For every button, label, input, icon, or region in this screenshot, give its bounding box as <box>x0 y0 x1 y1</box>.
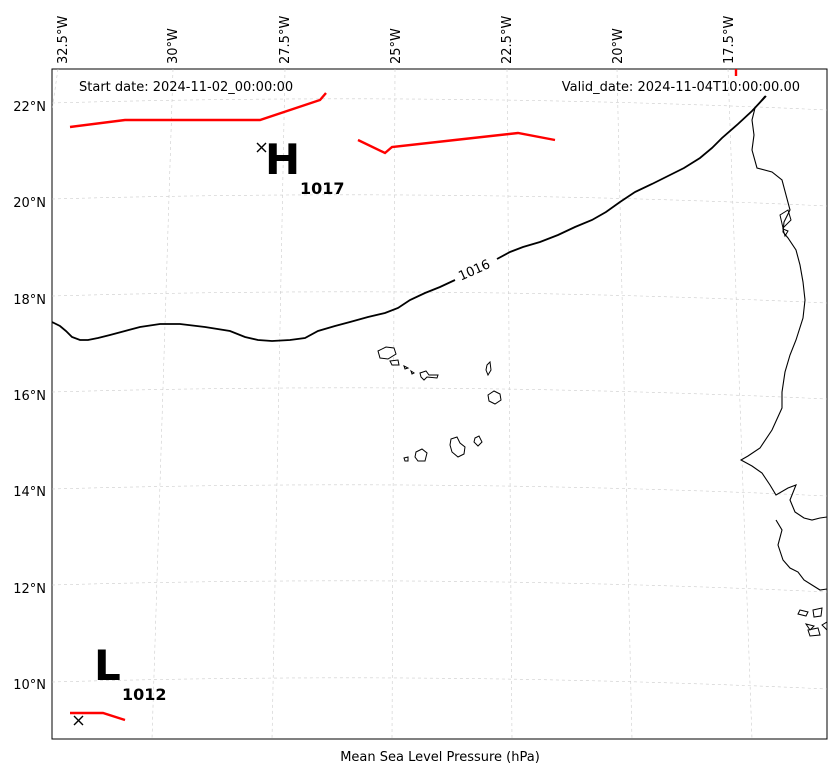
meridian-line <box>391 69 396 739</box>
fronts <box>69 69 738 722</box>
lon-label: 22.5°W <box>500 16 515 64</box>
parallel-line <box>52 387 827 400</box>
lon-label: 30°W <box>166 28 181 64</box>
high-value: 1017 <box>300 179 345 198</box>
coast-detail <box>779 209 827 637</box>
front-line <box>357 131 556 155</box>
low-letter: L <box>94 641 121 690</box>
lon-label: 27.5°W <box>278 16 293 64</box>
meridian-line <box>52 69 59 111</box>
parallel-line <box>52 677 827 690</box>
x-axis-label: Mean Sea Level Pressure (hPa) <box>340 750 540 765</box>
parallel-line <box>52 291 827 304</box>
meridian-line <box>271 69 286 739</box>
lon-label: 25°W <box>389 28 404 64</box>
africa-coastline <box>739 95 827 591</box>
start-date: Start date: 2024-11-02_00:00:00 <box>79 80 293 95</box>
lon-label: 20°W <box>611 28 626 64</box>
center-markers <box>73 142 267 726</box>
lat-label: 10°N <box>13 678 46 693</box>
low-value: 1012 <box>122 685 167 704</box>
meridian-line <box>616 69 633 739</box>
lon-label: 32.5°W <box>56 16 71 64</box>
lat-label: 12°N <box>13 582 46 597</box>
meridian-line <box>506 69 513 739</box>
meridian-line <box>727 69 753 739</box>
front-line <box>69 92 327 129</box>
lat-label: 16°N <box>13 389 46 404</box>
high-letter: H <box>265 135 300 184</box>
isobar-1016 <box>52 95 767 342</box>
front-line <box>70 711 126 722</box>
parallel-line <box>52 194 827 207</box>
valid-date: Valid_date: 2024-11-04T10:00:00.00 <box>562 80 800 95</box>
parallel-line <box>52 484 827 497</box>
lat-label: 22°N <box>13 100 46 115</box>
high-center-marker <box>256 142 267 153</box>
lat-label: 20°N <box>13 196 46 211</box>
low-center-marker <box>73 715 84 726</box>
cape-verde-islands <box>377 346 502 462</box>
latitude-labels: 22°N 20°N 18°N 16°N 14°N 12°N 10°N <box>13 100 46 693</box>
parallel-line <box>52 98 827 111</box>
graticule <box>52 69 827 739</box>
lon-label: 17.5°W <box>722 16 737 64</box>
parallel-line <box>52 580 827 593</box>
lat-label: 18°N <box>13 293 46 308</box>
longitude-labels: 32.5°W 30°W 27.5°W 25°W 22.5°W 20°W 17.5… <box>56 16 737 64</box>
map-frame <box>51 68 828 740</box>
meridian-line <box>151 69 174 739</box>
lat-label: 14°N <box>13 485 46 500</box>
